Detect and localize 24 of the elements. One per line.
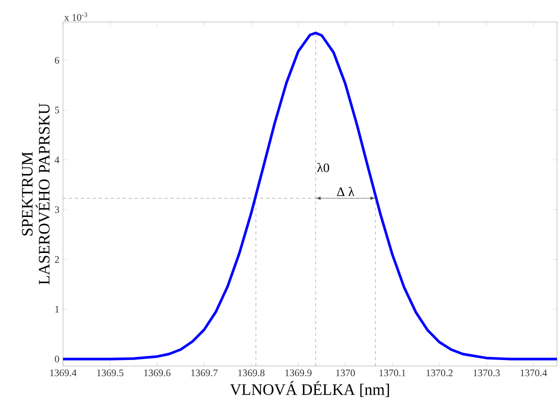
y-tick-label: 3 [54,206,60,214]
line-series [62,32,558,360]
y-tick-label: 0 [54,356,60,362]
x-axis-title: VLNOVÁ DÉLKA [nm] [230,381,389,397]
x-tick-label: 1370.1 [380,370,406,376]
x-tick-label: 1370 [336,370,355,376]
x-tick-label: 1370.2 [426,370,453,376]
x-tick-label: 1370.3 [474,370,500,376]
ref-line-label: λ0 [317,162,330,172]
x-tick-label: 1370.4 [520,370,548,376]
y-tick-label: 4 [54,156,60,164]
x-tick-label: 1369.6 [144,370,170,376]
text: x 10$^{-3}$ [64,12,88,21]
x-tick-label: 1369.4 [50,370,77,376]
x-tick-label: 1369.5 [97,370,124,376]
y-tick-label: 6 [54,56,60,64]
y-tick-label: 2 [54,256,59,263]
x-tick-label: 1369.8 [238,370,265,376]
x-tick-label: 1369.9 [285,370,312,376]
y-tick-label: 5 [55,106,60,114]
x-tick-label: 1369.7 [191,370,218,376]
y-axis-title: SPEKTRUM LASEROVÉHO PAPRSKU [22,103,50,284]
annotation: Δ λ [337,186,354,196]
y-tick-label: 1 [55,306,59,313]
